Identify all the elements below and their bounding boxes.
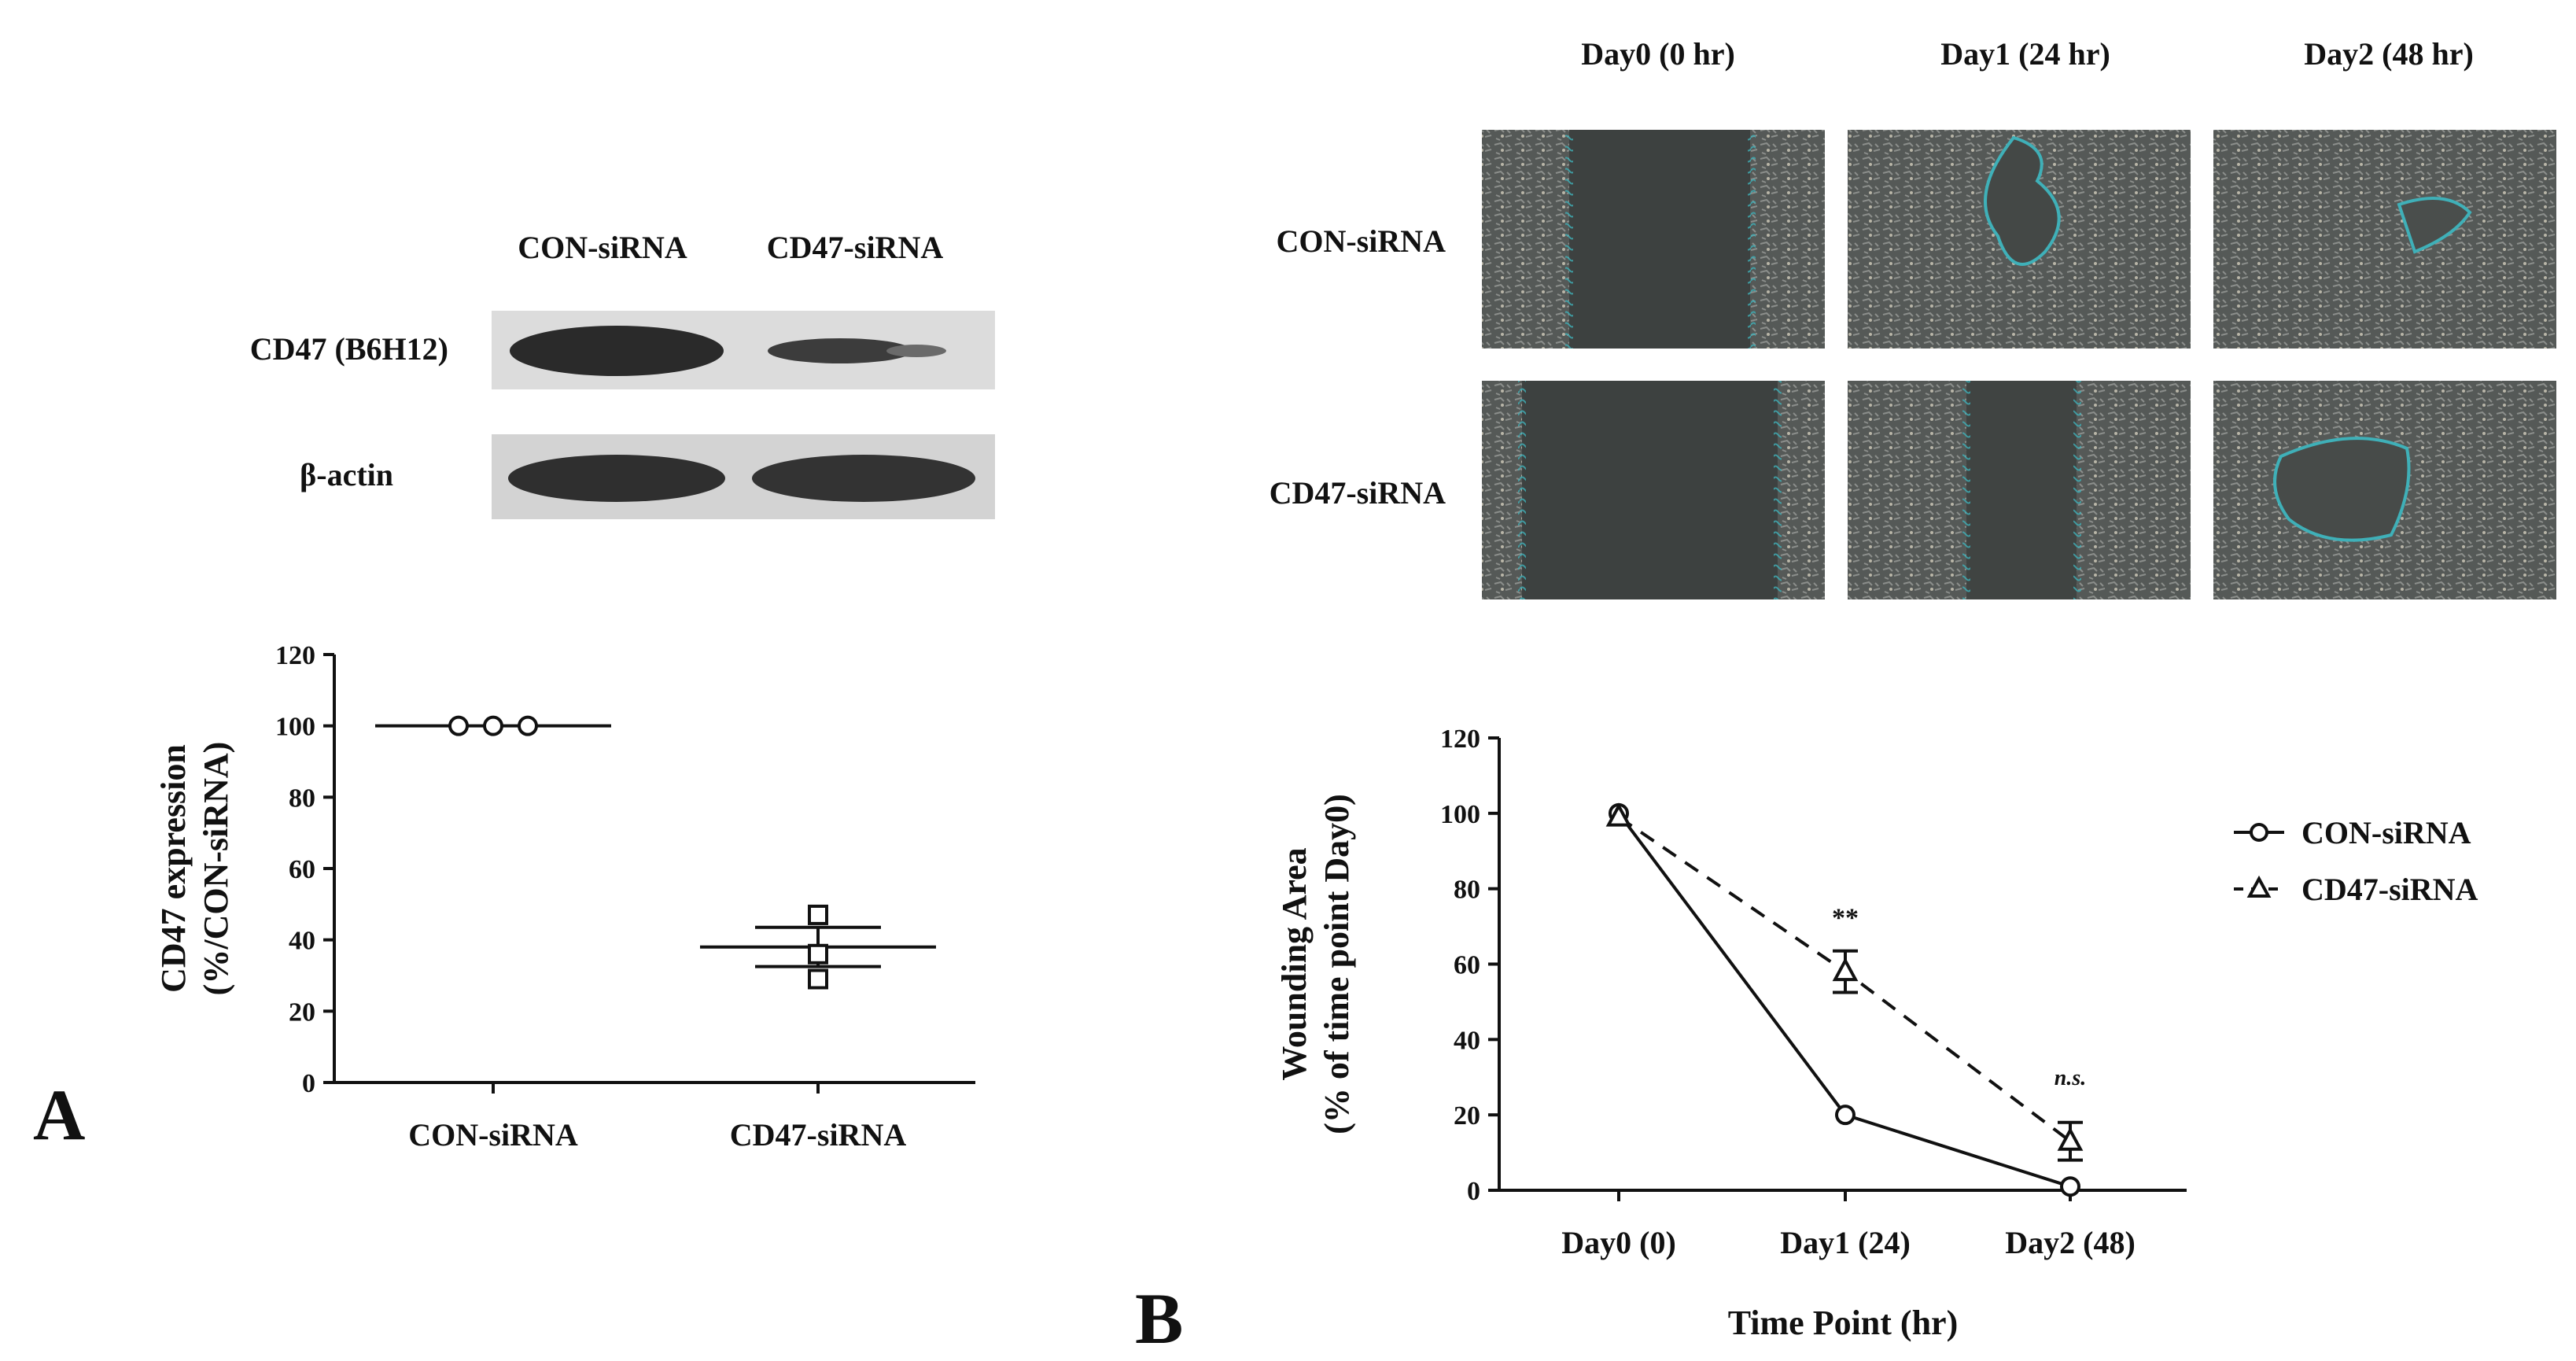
micrograph-grid [1482,130,2556,599]
x-tick-label: Day2 (48) [2005,1225,2136,1260]
y-tick-label: 20 [1454,1101,1480,1130]
micrograph-con-day1 [1848,130,2191,349]
data-point [1605,802,1632,827]
y-tick-label: 120 [1440,725,1480,754]
western-blot: CON-siRNA CD47-siRNA CD47 (B6H12) β-acti… [250,230,995,519]
y-tick-label: 40 [289,927,315,956]
blot-lane-label-cd47: CD47-siRNA [767,230,944,265]
blot-band-cd47-con [510,326,724,376]
day-header-0: Day0 (0 hr) [1581,36,1735,72]
legend-label: CD47-siRNA [2301,872,2478,907]
data-point [808,943,828,965]
data-point [2057,1127,2084,1151]
blot-row-label-actin: β-actin [300,457,393,492]
chart-a-expression: 0 20 40 60 80 100 120 CD47 expression (%/CON-siR… [154,641,975,1153]
micrograph-con-day2 [2213,130,2556,349]
panel-a: CON-siRNA CD47-siRNA CD47 (B6H12) β-acti… [33,230,995,1155]
y-tick-label: 120 [275,641,315,670]
significance-label: n.s. [2055,1066,2086,1090]
day-header-1: Day1 (24 hr) [1940,36,2110,72]
y-tick-label: 40 [1454,1026,1480,1055]
micrograph-row-label-cd47: CD47-siRNA [1270,475,1446,511]
y-axis-label: Wounding Area (% of time point Day0) [1275,794,1356,1134]
micrograph-cd47-day1 [1848,381,2191,599]
y-axis-label: CD47 expression (%/CON-siRNA) [154,742,235,996]
micrograph-cd47-day2 [2213,381,2556,599]
data-point [808,904,828,925]
blot-band-actin-kd [752,455,975,502]
x-axis-label: Time Point (hr) [1728,1304,1959,1342]
y-axis-label-line: CD47 expression [154,744,193,993]
micrograph-con-day0 [1482,130,1825,349]
data-point [808,968,828,990]
legend-label: CON-siRNA [2301,815,2471,850]
x-tick-label: CD47-siRNA [730,1117,907,1153]
blot-row-label-cd47: CD47 (B6H12) [250,331,448,367]
day-header-2: Day2 (48 hr) [2304,36,2474,72]
y-tick-label: 0 [302,1069,315,1098]
micrograph-cd47-day0 [1482,381,1825,599]
y-tick-label: 0 [1467,1177,1480,1206]
y-axis-label-line: Wounding Area [1275,847,1314,1080]
data-point [518,715,538,736]
y-tick-label: 60 [1454,951,1480,980]
y-axis-label-line: (% of time point Day0) [1317,794,1356,1134]
panel-letter-a: A [33,1075,85,1155]
data-point [448,715,469,736]
legend-marker [2246,875,2272,898]
x-tick-label: Day1 (24) [1780,1225,1911,1260]
y-tick-label: 100 [275,713,315,742]
micrograph-row-label-con: CON-siRNA [1276,223,1446,259]
legend-marker [2250,823,2268,842]
data-point [483,715,503,736]
panel-letter-b: B [1135,1278,1183,1359]
blot-band-actin-con [508,455,725,502]
y-tick-label: 80 [289,784,315,813]
blot-band-cd47-kd [768,338,912,363]
y-tick-label: 20 [289,998,315,1027]
y-tick-label: 100 [1440,800,1480,829]
series-line [1617,812,2071,1189]
data-point [1835,1105,1856,1126]
data-point [1832,957,1859,982]
significance-label: ** [1832,904,1859,933]
y-tick-label: 80 [1454,876,1480,905]
chart-b-wound-area: 0 20 40 60 80 100 120 Day0 (0) Day1 (24) Day2 (48… [1275,725,2478,1342]
blot-lane-label-con: CON-siRNA [518,230,687,265]
panel-b: Day0 (0 hr) Day1 (24 hr) Day2 (48 hr) CO… [1135,36,2556,1359]
y-axis-label-line: (%/CON-siRNA) [197,742,235,996]
data-point [2060,1176,2080,1197]
x-tick-label: CON-siRNA [408,1117,578,1153]
x-tick-label: Day0 (0) [1561,1225,1676,1260]
y-tick-label: 60 [289,855,315,884]
